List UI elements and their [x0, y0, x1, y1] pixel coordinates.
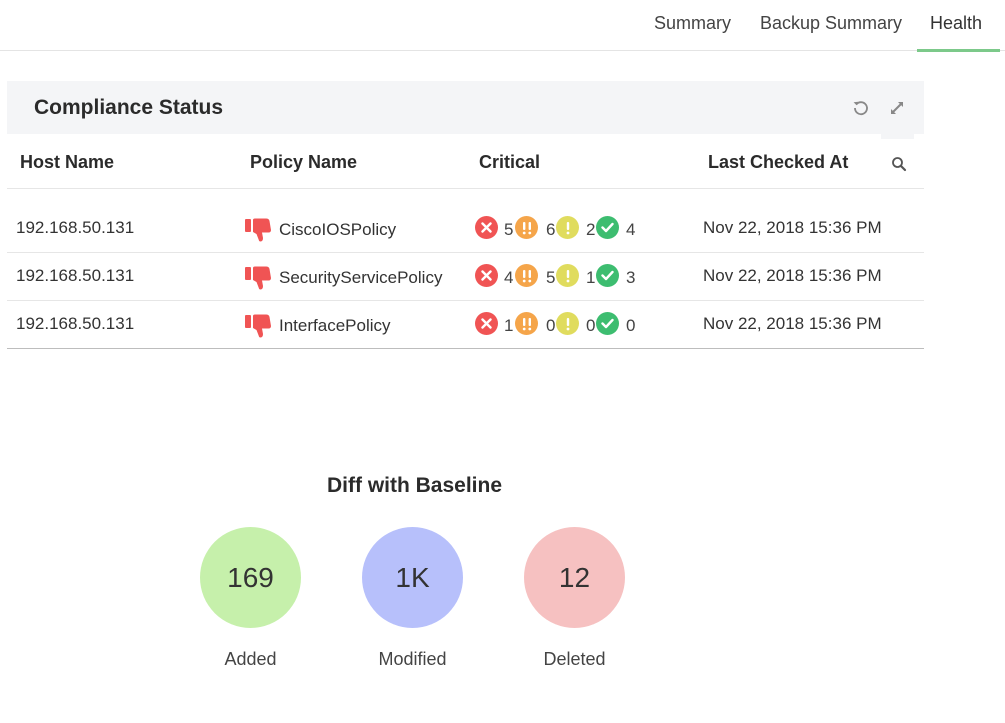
warning-count: 2 [586, 220, 596, 239]
warning-count: 1 [586, 268, 596, 287]
last-checked: Nov 22, 2018 15:36 PM [703, 314, 882, 333]
panel-title: Compliance Status [34, 96, 224, 119]
thumbs-down-icon [244, 265, 272, 291]
tab-bar: Summary Backup Summary Health [0, 0, 1005, 52]
warning-exclamation-icon [556, 216, 579, 239]
added-label: Added [224, 649, 277, 669]
added-count-circle[interactable]: 169 [200, 527, 301, 628]
last-checked: Nov 22, 2018 15:36 PM [703, 218, 882, 237]
last-checked: Nov 22, 2018 15:36 PM [703, 266, 882, 285]
policy-name[interactable]: SecurityServicePolicy [279, 268, 443, 287]
column-policy-name[interactable]: Policy Name [250, 152, 358, 172]
ok-check-icon [596, 216, 619, 239]
host-name: 192.168.50.131 [16, 218, 135, 237]
search-icon[interactable] [891, 156, 909, 174]
ok-count: 4 [626, 220, 636, 239]
refresh-icon[interactable] [850, 97, 872, 119]
ok-count: 0 [626, 316, 636, 335]
critical-x-icon [475, 264, 498, 287]
critical-x-icon [475, 312, 498, 335]
compliance-panel-header: Compliance Status [7, 81, 924, 139]
critical-count: 4 [504, 268, 514, 287]
major-double-exclamation-icon [515, 216, 538, 239]
critical-x-icon [475, 216, 498, 239]
table-header: Host Name Policy Name Critical Last Chec… [7, 139, 924, 189]
warning-exclamation-icon [556, 264, 579, 287]
column-critical[interactable]: Critical [479, 152, 541, 172]
expand-icon[interactable] [886, 97, 908, 119]
ok-check-icon [596, 312, 619, 335]
deleted-count-circle[interactable]: 12 [524, 527, 625, 628]
column-host-name[interactable]: Host Name [20, 152, 115, 172]
tab-summary[interactable]: Summary [654, 13, 732, 33]
critical-count: 1 [504, 316, 514, 335]
ok-count: 3 [626, 268, 636, 287]
policy-name[interactable]: InterfacePolicy [279, 316, 391, 335]
thumbs-down-icon [244, 217, 272, 243]
ok-check-icon [596, 264, 619, 287]
warning-exclamation-icon [556, 312, 579, 335]
diff-title: Diff with Baseline [327, 474, 503, 497]
deleted-label: Deleted [543, 649, 606, 669]
tab-backup-summary[interactable]: Backup Summary [760, 13, 903, 33]
thumbs-down-icon [244, 313, 272, 339]
host-name: 192.168.50.131 [16, 266, 135, 285]
policy-name[interactable]: CiscoIOSPolicy [279, 220, 397, 239]
major-count: 5 [546, 268, 556, 287]
warning-count: 0 [586, 316, 596, 335]
table-row[interactable]: 192.168.50.131 InterfacePolicy 1 0 0 0 N… [7, 301, 924, 349]
major-double-exclamation-icon [515, 264, 538, 287]
column-last-checked[interactable]: Last Checked At [708, 152, 849, 172]
tab-health[interactable]: Health [917, 0, 1000, 52]
modified-count-circle[interactable]: 1K [362, 527, 463, 628]
major-count: 0 [546, 316, 556, 335]
major-double-exclamation-icon [515, 312, 538, 335]
critical-count: 5 [504, 220, 514, 239]
panel-header-tab [881, 134, 914, 139]
host-name: 192.168.50.131 [16, 314, 135, 333]
modified-label: Modified [378, 649, 447, 669]
major-count: 6 [546, 220, 556, 239]
table-row[interactable]: 192.168.50.131 CiscoIOSPolicy 5 6 2 4 No… [7, 205, 924, 253]
table-row[interactable]: 192.168.50.131 SecurityServicePolicy 4 5… [7, 253, 924, 301]
